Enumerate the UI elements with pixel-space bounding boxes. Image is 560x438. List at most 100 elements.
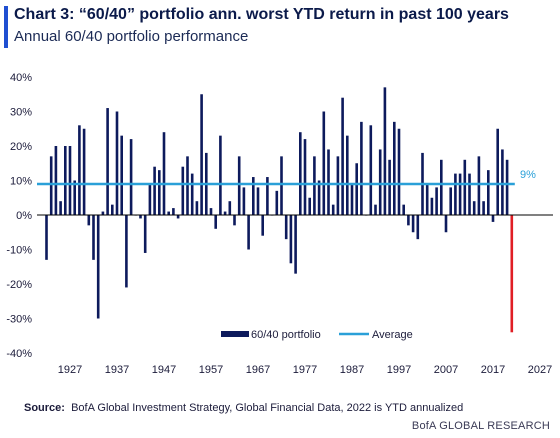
bar [115,111,119,215]
bar [468,173,471,215]
bar [487,170,490,215]
bar [223,211,227,215]
bar [402,204,405,215]
bar [153,166,156,215]
bar [313,156,316,215]
chart-title: Chart 3: “60/40” portfolio ann. worst YT… [14,6,509,23]
bar [336,156,340,215]
bar [416,215,420,240]
bar [129,139,133,215]
bar [256,187,260,215]
title-accent-bar [4,6,8,48]
bar [73,180,76,215]
bar [294,215,297,274]
bar [266,177,269,215]
bar [96,215,100,319]
bar [341,97,344,215]
bar [176,215,180,219]
x-tick-label: 1997 [387,364,411,376]
legend-bar-label: 60/40 portfolio [251,329,321,341]
x-tick-label: 1927 [58,364,82,376]
bar [440,159,443,215]
source-note: Source: BofA Global Investment Strategy,… [24,402,463,414]
bar [299,132,302,215]
bar [350,183,354,215]
bar [388,159,391,215]
bar [505,159,509,215]
bar [331,204,335,215]
x-tick-label: 1967 [246,364,270,376]
bar [308,197,311,215]
bar [407,215,410,226]
chart-subtitle: Annual 60/40 portfolio performance [14,28,249,45]
bar [458,173,462,215]
brand-footer: BofA GLOBAL RESEARCH [411,420,550,432]
y-tick-label: -10% [6,245,32,257]
bar-series [45,87,514,333]
bar [181,166,185,215]
bar [383,87,387,215]
bar-chart: 40%30%20%10%0%-10%-20%-30%-40% 9% 1927 19… [6,72,553,376]
bar [219,135,222,215]
legend-bar-swatch [221,331,249,337]
x-tick-label: 2017 [481,364,505,376]
bar [167,211,170,215]
bar [78,125,81,215]
bar [186,156,189,215]
bar [125,215,128,288]
bar [463,159,467,215]
bar [200,94,203,215]
bar [491,215,495,222]
bar [252,177,255,215]
y-tick-label: -20% [6,279,32,291]
bar [209,208,213,215]
bar [378,149,382,215]
bar-highlight [510,215,514,333]
bar [64,146,67,215]
bar [435,187,438,215]
bar [247,215,250,250]
y-tick-label: -30% [6,314,32,326]
bar [195,201,199,215]
bar [54,146,58,215]
bar [425,183,429,215]
bar [148,183,152,215]
bar [242,187,246,215]
bar [501,149,504,215]
x-tick-label: 1937 [105,364,129,376]
average-value-label: 9% [520,169,536,181]
bar [393,121,396,215]
bar [228,201,232,215]
x-tick-label: 1947 [152,364,176,376]
x-tick-label: 2007 [434,364,458,376]
bar [143,215,147,253]
x-axis-labels: 1927 1937 1947 1957 1967 1977 1987 1997 2007 2017… [58,364,552,376]
source-text: BofA Global Investment Strategy, Global … [71,402,464,414]
bar [45,215,48,260]
x-tick-label: 2027 [528,364,552,376]
bar [397,128,401,215]
y-axis-labels: 40% 30% 20% 10% 0% -10% -20% -30% -40% [6,72,32,360]
x-tick-label: 1977 [293,364,317,376]
bar [327,149,330,215]
bar [289,215,293,264]
bar [369,125,373,215]
x-tick-label: 1957 [199,364,223,376]
bar [482,201,485,215]
y-tick-label: 10% [10,176,32,188]
bar [284,215,288,240]
bar [280,156,283,215]
bar [275,190,279,215]
bar [233,215,236,226]
bar [411,215,415,233]
bar [172,208,175,215]
bar [190,173,194,215]
bar [303,139,307,215]
bar [139,215,142,219]
bar [59,201,62,215]
bar [68,146,72,215]
y-tick-label: 0% [16,210,32,222]
y-tick-label: 30% [10,107,32,119]
bar [87,215,91,226]
bar [237,156,241,215]
